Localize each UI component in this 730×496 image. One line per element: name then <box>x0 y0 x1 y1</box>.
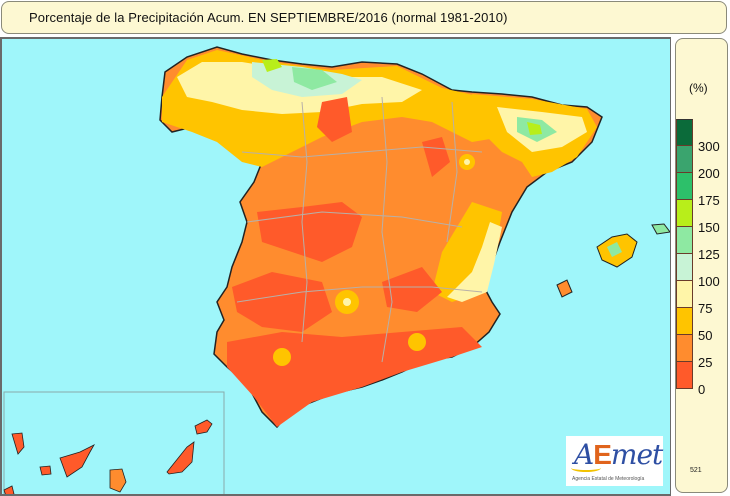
legend-swatch-50 <box>676 308 693 335</box>
ibiza <box>556 279 573 298</box>
legend-label-50: 50 <box>698 328 713 343</box>
zone-0-25-andalucia-east <box>382 267 442 312</box>
spain-map-graphic <box>3 46 670 494</box>
zone-0-25-castilla <box>317 97 352 142</box>
aemet-swoosh-icon <box>571 464 601 472</box>
legend-label-125: 125 <box>698 247 720 262</box>
legend-label-0: 0 <box>698 382 706 397</box>
legend-swatch-0 <box>676 362 693 389</box>
spot-75-granada <box>408 333 426 351</box>
el-hierro <box>3 485 15 494</box>
legend-swatch-175 <box>676 173 693 200</box>
map-title: Porcentaje de la Precipitación Acum. EN … <box>29 10 508 25</box>
legend-swatch-300 <box>676 119 693 146</box>
legend-label-300: 300 <box>698 139 720 154</box>
legend-swatch-200 <box>676 146 693 173</box>
aemet-wordmark: AEmet <box>574 438 663 471</box>
zone-175-catalonia <box>527 122 542 135</box>
menorca <box>651 223 670 235</box>
precipitation-map <box>0 37 671 496</box>
canary-inset-border <box>3 391 225 494</box>
map-code: 521 <box>690 467 702 474</box>
legend-swatch-125 <box>676 227 693 254</box>
legend-label-150: 150 <box>698 220 720 235</box>
gran-canaria <box>109 468 127 493</box>
province-borders <box>236 96 483 363</box>
legend-swatch-100 <box>676 254 693 281</box>
legend-label-25: 25 <box>698 355 713 370</box>
legend-swatch-25 <box>676 335 693 362</box>
fuerteventura <box>166 441 195 475</box>
legend-label-100: 100 <box>698 274 720 289</box>
legend-swatch-150 <box>676 200 693 227</box>
legend-panel: (%) 300 200 175 150 125 100 75 50 25 0 5… <box>675 38 728 493</box>
legend-label-200: 200 <box>698 166 720 181</box>
title-bar: Porcentaje de la Precipitación Acum. EN … <box>1 1 727 34</box>
legend-label-75: 75 <box>698 301 713 316</box>
legend-color-bar <box>676 119 694 389</box>
zone-75-100-levante <box>447 222 502 302</box>
spot-75-sevilla <box>273 348 291 366</box>
zone-0-25-andalucia <box>227 327 482 427</box>
zone-150-asturias <box>292 67 337 90</box>
aemet-logo: AEmet Agencia Estatal de Meteorología <box>566 436 663 486</box>
tenerife <box>59 444 96 478</box>
la-palma <box>11 432 25 455</box>
lanzarote <box>194 419 213 435</box>
aemet-subtitle: Agencia Estatal de Meteorología <box>572 476 645 482</box>
zone-0-25-aragon <box>422 137 450 177</box>
legend-swatch-75 <box>676 281 693 308</box>
legend-unit: (%) <box>689 81 708 95</box>
zone-175-asturias <box>262 59 282 72</box>
legend-label-175: 175 <box>698 193 720 208</box>
la-gomera <box>39 465 52 476</box>
